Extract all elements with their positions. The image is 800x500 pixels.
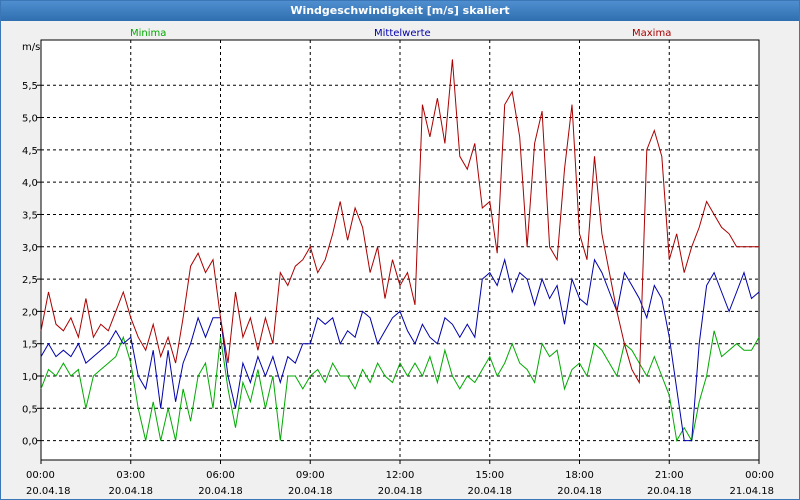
y-tick-label: 3,0 <box>22 243 38 254</box>
x-tick-time: 06:00 <box>206 470 235 481</box>
y-tick-label: 4,0 <box>22 178 38 189</box>
y-tick-label: 5,5 <box>22 81 38 92</box>
x-tick-date: 20.04.18 <box>378 486 423 497</box>
y-tick-label: 2,5 <box>22 275 38 286</box>
window-title: Windgeschwindigkeit [m/s] skaliert <box>1 1 799 21</box>
x-tick-time: 09:00 <box>296 470 325 481</box>
x-axis: 00:00 20.04.18 03:00 20.04.18 06:00 20.04.18 0… <box>26 460 774 497</box>
x-tick-time: 21:00 <box>655 470 684 481</box>
y-tick-label: 2,0 <box>22 307 38 318</box>
y-tick-label: 0,0 <box>22 437 38 448</box>
x-tick-time: 12:00 <box>386 470 415 481</box>
y-tick-label: 1,0 <box>22 372 38 383</box>
x-tick-date: 20.04.18 <box>647 486 692 497</box>
x-tick-date: 20.04.18 <box>108 486 153 497</box>
series-lines <box>40 59 760 443</box>
y-axis: 0,0 0,5 1,0 1,5 2,0 2,5 3,0 3,5 4,0 4,5 5,0 5,5 <box>22 81 41 448</box>
series-line-mittelwerte <box>40 257 760 442</box>
y-tick-label: 4,5 <box>22 146 38 157</box>
x-tick-time: 00:00 <box>745 470 774 481</box>
x-tick-time: 00:00 <box>26 470 55 481</box>
x-tick-time: 18:00 <box>565 470 594 481</box>
y-tick-label: 3,5 <box>22 210 38 221</box>
y-tick-label: 5,0 <box>22 114 38 125</box>
legend-minima: Minima <box>130 28 166 39</box>
legend-mittelwerte: Mittelwerte <box>374 28 431 39</box>
y-tick-label: 0,5 <box>22 404 38 415</box>
legend-maxima: Maxima <box>632 28 671 39</box>
x-tick-date: 21.04.18 <box>729 486 774 497</box>
x-tick-date: 20.04.18 <box>198 486 243 497</box>
x-tick-date: 20.04.18 <box>467 486 512 497</box>
x-tick-date: 20.04.18 <box>288 486 333 497</box>
series-line-minima <box>40 330 760 443</box>
x-tick-time: 03:00 <box>116 470 145 481</box>
y-axis-label: m/s <box>22 42 40 53</box>
grid-lines <box>41 40 759 460</box>
x-tick-date: 20.04.18 <box>26 486 71 497</box>
series-line-maxima <box>40 59 759 385</box>
x-tick-date: 20.04.18 <box>557 486 602 497</box>
y-tick-label: 1,5 <box>22 340 38 351</box>
x-tick-time: 15:00 <box>475 470 504 481</box>
